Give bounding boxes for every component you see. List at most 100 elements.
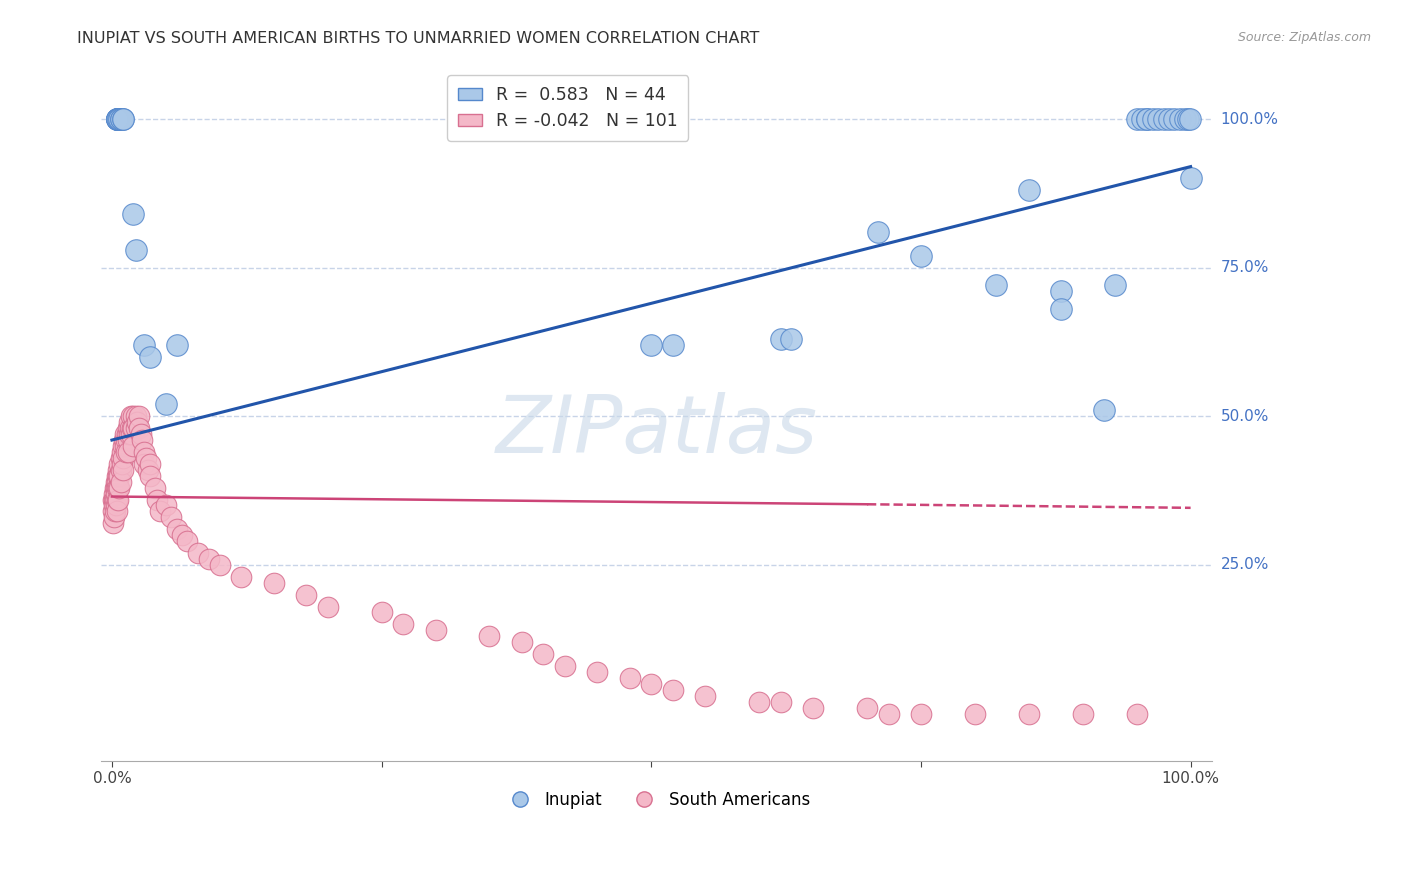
Point bbox=[295, 588, 318, 602]
Point bbox=[115, 433, 138, 447]
Point bbox=[856, 700, 879, 714]
Point bbox=[619, 671, 641, 685]
Point bbox=[111, 463, 134, 477]
Point bbox=[105, 475, 128, 489]
Point bbox=[1130, 112, 1153, 126]
Text: 25.0%: 25.0% bbox=[1220, 558, 1268, 573]
Point bbox=[117, 421, 139, 435]
Point bbox=[866, 225, 889, 239]
Point bbox=[122, 421, 145, 435]
Point bbox=[910, 249, 932, 263]
Point bbox=[105, 112, 128, 126]
Point bbox=[910, 706, 932, 721]
Point bbox=[1071, 706, 1094, 721]
Point bbox=[121, 421, 143, 435]
Point bbox=[263, 575, 285, 590]
Point bbox=[124, 421, 146, 435]
Point bbox=[160, 510, 183, 524]
Point bbox=[1018, 706, 1040, 721]
Text: ZIPatlas: ZIPatlas bbox=[495, 392, 818, 470]
Point bbox=[1125, 112, 1147, 126]
Point bbox=[1178, 112, 1201, 126]
Point bbox=[187, 546, 209, 560]
Point bbox=[105, 112, 128, 126]
Point bbox=[1147, 112, 1170, 126]
Point bbox=[105, 481, 128, 495]
Point bbox=[105, 492, 128, 507]
Point bbox=[101, 516, 124, 531]
Legend: Inupiat, South Americans: Inupiat, South Americans bbox=[496, 785, 817, 816]
Point bbox=[425, 624, 447, 638]
Point bbox=[1136, 112, 1159, 126]
Point bbox=[110, 475, 132, 489]
Text: 50.0%: 50.0% bbox=[1220, 409, 1268, 424]
Point bbox=[107, 492, 129, 507]
Point bbox=[117, 433, 139, 447]
Point bbox=[122, 207, 145, 221]
Point bbox=[111, 450, 134, 465]
Point bbox=[1153, 112, 1175, 126]
Point bbox=[118, 427, 141, 442]
Point bbox=[111, 445, 134, 459]
Point bbox=[780, 332, 803, 346]
Point bbox=[1163, 112, 1185, 126]
Point bbox=[640, 677, 662, 691]
Point bbox=[105, 499, 128, 513]
Point bbox=[143, 481, 166, 495]
Point bbox=[586, 665, 609, 679]
Point bbox=[108, 481, 131, 495]
Point bbox=[138, 468, 160, 483]
Point bbox=[1180, 171, 1202, 186]
Point bbox=[103, 492, 125, 507]
Point bbox=[117, 445, 139, 459]
Point bbox=[801, 700, 824, 714]
Point bbox=[554, 659, 576, 673]
Point bbox=[129, 427, 152, 442]
Point bbox=[1142, 112, 1164, 126]
Point bbox=[118, 415, 141, 429]
Point bbox=[155, 499, 177, 513]
Point bbox=[108, 468, 131, 483]
Point bbox=[114, 439, 136, 453]
Point bbox=[111, 112, 134, 126]
Point bbox=[111, 439, 134, 453]
Point bbox=[149, 504, 172, 518]
Point bbox=[110, 463, 132, 477]
Point bbox=[115, 445, 138, 459]
Point bbox=[134, 338, 156, 352]
Point bbox=[131, 433, 153, 447]
Point bbox=[134, 445, 156, 459]
Point bbox=[662, 682, 685, 697]
Point bbox=[478, 629, 501, 643]
Point bbox=[104, 492, 127, 507]
Point bbox=[111, 457, 134, 471]
Point bbox=[208, 558, 231, 572]
Point bbox=[170, 528, 193, 542]
Point bbox=[110, 450, 132, 465]
Text: 100.0%: 100.0% bbox=[1220, 112, 1278, 127]
Point bbox=[128, 409, 150, 424]
Point bbox=[107, 468, 129, 483]
Point bbox=[103, 499, 125, 513]
Text: Source: ZipAtlas.com: Source: ZipAtlas.com bbox=[1237, 31, 1371, 45]
Point bbox=[231, 570, 253, 584]
Point bbox=[111, 112, 134, 126]
Point bbox=[138, 350, 160, 364]
Point bbox=[105, 475, 128, 489]
Point bbox=[105, 504, 128, 518]
Point bbox=[136, 463, 159, 477]
Point bbox=[176, 534, 198, 549]
Point bbox=[101, 504, 124, 518]
Text: 75.0%: 75.0% bbox=[1220, 260, 1268, 275]
Point bbox=[105, 112, 128, 126]
Point bbox=[1018, 183, 1040, 197]
Point bbox=[101, 492, 124, 507]
Point bbox=[103, 510, 125, 524]
Point bbox=[531, 647, 554, 661]
Point bbox=[105, 112, 128, 126]
Point bbox=[110, 112, 132, 126]
Point bbox=[107, 463, 129, 477]
Point bbox=[316, 599, 339, 614]
Point bbox=[1177, 112, 1199, 126]
Point bbox=[510, 635, 533, 649]
